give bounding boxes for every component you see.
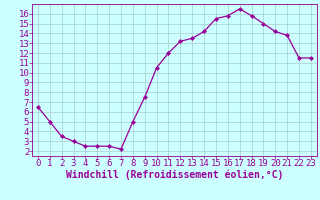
X-axis label: Windchill (Refroidissement éolien,°C): Windchill (Refroidissement éolien,°C) bbox=[66, 169, 283, 180]
